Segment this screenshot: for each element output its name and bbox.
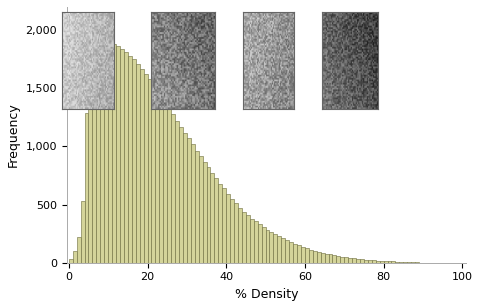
Bar <box>120 49 124 263</box>
Bar <box>348 258 352 263</box>
Bar <box>218 184 222 263</box>
Bar <box>159 95 163 263</box>
Bar <box>183 132 187 263</box>
Bar <box>104 45 108 263</box>
Bar <box>222 188 226 263</box>
Bar <box>411 262 415 263</box>
Bar <box>210 173 215 263</box>
Bar <box>407 262 411 263</box>
Bar <box>136 64 140 263</box>
Bar <box>313 251 317 263</box>
Bar <box>277 236 281 263</box>
Bar <box>317 252 321 263</box>
Bar <box>206 168 210 263</box>
Bar <box>274 234 277 263</box>
Y-axis label: Frequency: Frequency <box>7 103 20 167</box>
Bar <box>254 221 258 263</box>
Bar <box>242 212 246 263</box>
Bar <box>392 261 396 263</box>
Bar <box>191 144 195 263</box>
Bar <box>305 248 309 263</box>
Bar <box>175 121 179 263</box>
Bar <box>258 225 262 263</box>
Bar <box>96 58 100 263</box>
Bar <box>309 249 313 263</box>
Bar <box>321 253 324 263</box>
Bar <box>324 253 328 263</box>
Bar <box>163 101 167 263</box>
Bar <box>81 201 84 263</box>
Bar <box>396 262 399 263</box>
Bar <box>387 261 392 263</box>
Bar <box>269 232 274 263</box>
Bar <box>352 258 356 263</box>
Bar <box>179 127 183 263</box>
Bar <box>376 261 380 263</box>
Bar <box>195 151 199 263</box>
Bar <box>403 262 407 263</box>
Bar <box>262 227 265 263</box>
Bar <box>73 251 77 263</box>
Bar <box>132 59 136 263</box>
Bar <box>399 262 403 263</box>
Bar <box>368 260 372 263</box>
Bar <box>364 260 368 263</box>
Bar <box>372 260 376 263</box>
Bar <box>250 219 254 263</box>
Bar <box>281 238 285 263</box>
Bar <box>199 156 203 263</box>
X-axis label: % Density: % Density <box>235 288 298 301</box>
Bar <box>88 78 93 263</box>
Bar <box>152 84 156 263</box>
Bar <box>356 259 360 263</box>
Bar <box>234 204 238 263</box>
Bar <box>69 259 73 263</box>
Bar <box>187 138 191 263</box>
Bar <box>265 230 269 263</box>
Bar <box>297 245 301 263</box>
Bar <box>380 261 384 263</box>
Bar <box>203 162 206 263</box>
Bar <box>384 261 387 263</box>
Bar <box>215 178 218 263</box>
Bar <box>333 255 336 263</box>
Bar <box>93 67 96 263</box>
Bar <box>84 113 88 263</box>
Bar <box>128 56 132 263</box>
Bar <box>147 79 152 263</box>
Bar <box>112 44 116 263</box>
Bar <box>124 52 128 263</box>
Bar <box>340 257 344 263</box>
Bar <box>293 244 297 263</box>
Bar <box>360 259 364 263</box>
Bar <box>285 240 289 263</box>
Bar <box>301 247 305 263</box>
Bar <box>77 237 81 263</box>
Bar <box>328 254 333 263</box>
Bar <box>246 215 250 263</box>
Bar <box>140 69 144 263</box>
Bar <box>144 75 147 263</box>
Bar <box>100 51 104 263</box>
Bar <box>108 43 112 263</box>
Bar <box>167 107 171 263</box>
Bar <box>415 262 419 263</box>
Bar <box>230 199 234 263</box>
Bar <box>336 256 340 263</box>
Bar <box>156 90 159 263</box>
Bar <box>226 194 230 263</box>
Bar <box>344 257 348 263</box>
Bar <box>238 208 242 263</box>
Bar <box>289 242 293 263</box>
Bar <box>171 114 175 263</box>
Bar <box>116 47 120 263</box>
